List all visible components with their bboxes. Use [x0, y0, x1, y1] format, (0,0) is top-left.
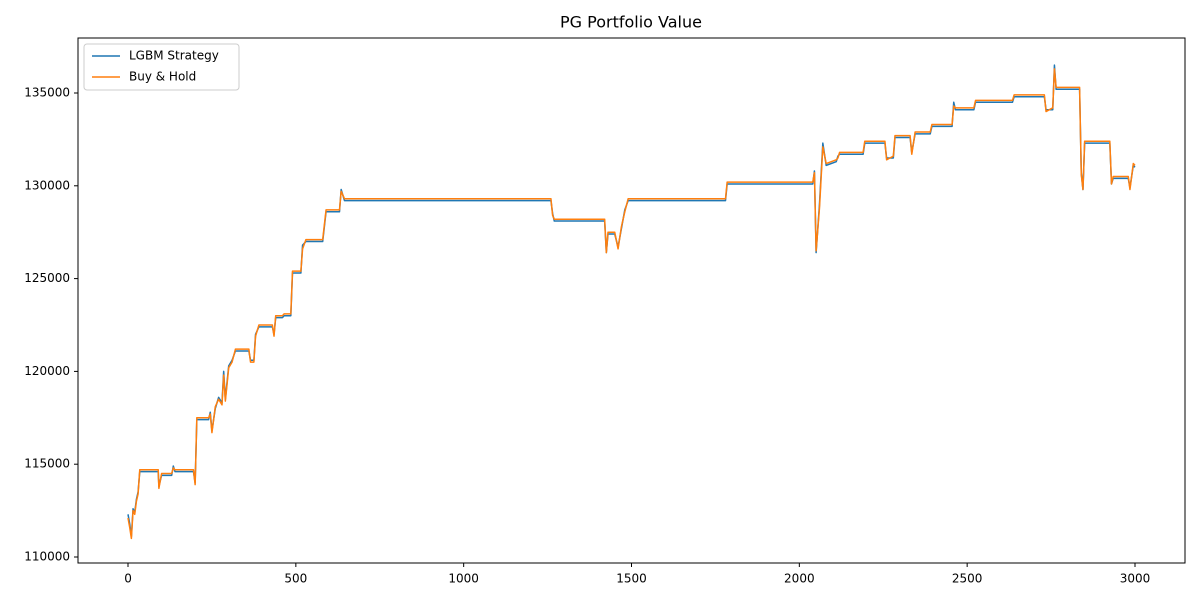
legend-label: LGBM Strategy [129, 49, 219, 63]
legend-box [83, 43, 240, 91]
y-tick-label: 125000 [24, 271, 70, 285]
x-tick-label: 1500 [616, 572, 647, 586]
y-tick-label: 135000 [24, 85, 70, 99]
x-tick-label: 2000 [784, 572, 815, 586]
chart-title: PG Portfolio Value [560, 13, 702, 32]
y-tick-label: 130000 [24, 178, 70, 192]
x-tick-label: 0 [124, 572, 132, 586]
plot-area [127, 64, 1136, 540]
x-tick-label: 3000 [1120, 572, 1151, 586]
y-tick-label: 115000 [24, 457, 70, 471]
legend: LGBM Strategy Buy & Hold [83, 43, 240, 91]
x-tick-label: 1000 [448, 572, 479, 586]
y-tick-label: 120000 [24, 364, 70, 378]
x-tick-label: 2500 [952, 572, 983, 586]
legend-label: Buy & Hold [129, 70, 196, 84]
series-line [127, 68, 1136, 540]
x-tick-label: 500 [284, 572, 307, 586]
y-tick-label: 110000 [24, 550, 70, 564]
